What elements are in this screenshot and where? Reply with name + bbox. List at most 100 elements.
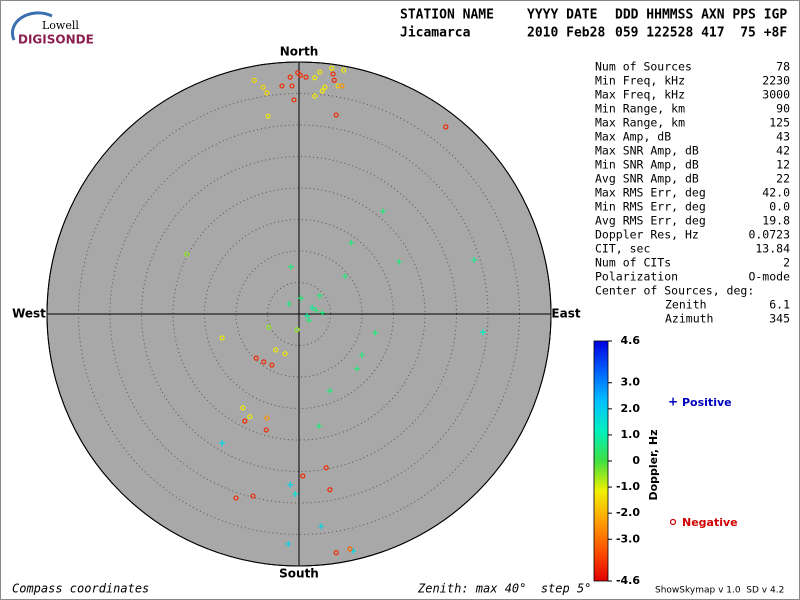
colorbar-tick-label: -3.0 xyxy=(616,532,640,545)
source-positive xyxy=(379,208,386,215)
header-col: YYYY DATE xyxy=(527,8,597,23)
source-negative xyxy=(297,72,303,78)
stat-label: CIT, sec xyxy=(595,242,650,256)
source-negative xyxy=(317,69,323,75)
dir-label: East xyxy=(551,307,580,321)
source-negative xyxy=(443,124,449,130)
source-negative xyxy=(261,359,267,365)
source-positive xyxy=(396,258,403,265)
stat-label: Max Freq, kHz xyxy=(595,88,685,102)
logo-bottom: DIGISONDE xyxy=(18,33,94,47)
source-negative xyxy=(319,88,325,94)
source-negative xyxy=(240,405,246,411)
header-val: 059 122528 417 75 +8F xyxy=(615,26,787,41)
stat-label: Min Freq, kHz xyxy=(595,74,685,88)
center-title: Center of Sources, deg: xyxy=(595,284,754,298)
logo-top: Lowell xyxy=(42,19,79,32)
source-positive xyxy=(304,312,311,319)
source-positive xyxy=(348,239,355,246)
colorbar-tick-label: 3.0 xyxy=(621,376,641,389)
stat-label: Max Amp, dB xyxy=(595,130,671,144)
source-negative xyxy=(263,427,269,433)
legend-marker: + xyxy=(668,395,678,409)
source-negative xyxy=(266,324,272,330)
source-positive xyxy=(316,292,323,299)
stat-value: O-mode xyxy=(748,270,790,284)
source-negative xyxy=(184,251,190,257)
footer-right: ShowSkymap v 1.0 SD v 4.2 xyxy=(655,586,784,596)
dir-label: South xyxy=(279,567,319,581)
legend-label: Negative xyxy=(682,516,738,529)
legend-marker xyxy=(669,518,677,526)
source-negative xyxy=(287,74,293,80)
stat-value: 19.8 xyxy=(762,214,790,228)
source-positive xyxy=(479,329,486,336)
source-negative xyxy=(300,473,306,479)
source-negative xyxy=(264,415,270,421)
source-negative xyxy=(282,351,288,357)
source-negative xyxy=(253,355,259,361)
colorbar-tick-label: -4.6 xyxy=(616,574,640,587)
source-negative xyxy=(269,362,275,368)
source-positive xyxy=(285,540,292,547)
source-positive xyxy=(319,309,326,316)
stat-label: Min SNR Amp, dB xyxy=(595,158,699,172)
source-negative xyxy=(339,83,345,89)
source-negative xyxy=(347,546,353,552)
stat-label: Doppler Res, Hz xyxy=(595,228,699,242)
source-positive xyxy=(316,423,323,430)
stat-value: 22 xyxy=(776,172,790,186)
source-negative xyxy=(260,84,266,90)
source-negative xyxy=(279,83,285,89)
stat-value: 125 xyxy=(769,116,790,130)
source-positive xyxy=(219,440,226,447)
source-negative xyxy=(289,83,295,89)
stat-value: 3000 xyxy=(762,88,790,102)
stat-label: Max SNR Amp, dB xyxy=(595,144,699,158)
source-positive xyxy=(341,273,348,280)
stat-value: 42 xyxy=(776,144,790,158)
source-negative xyxy=(294,327,300,333)
stat-label: Polarization xyxy=(595,270,678,284)
stat-value: 43 xyxy=(776,130,790,144)
source-negative xyxy=(273,347,279,353)
colorbar-label: Doppler, Hz xyxy=(647,429,660,500)
source-positive xyxy=(353,365,360,372)
source-positive xyxy=(372,329,379,336)
colorbar-tick-label: 1.0 xyxy=(621,428,641,441)
stat-value: 90 xyxy=(776,102,790,116)
source-negative xyxy=(303,74,309,80)
center-label: Zenith xyxy=(665,298,707,312)
source-positive xyxy=(318,523,325,530)
source-negative xyxy=(251,77,257,83)
source-positive xyxy=(309,304,316,311)
colorbar xyxy=(593,340,609,582)
source-negative xyxy=(312,93,318,99)
source-positive xyxy=(471,256,478,263)
footer-middle: Zenith: max 40° step 5° xyxy=(417,582,591,596)
stat-value: 42.0 xyxy=(762,186,790,200)
source-negative xyxy=(330,71,336,77)
source-negative xyxy=(333,550,339,556)
source-negative xyxy=(291,97,297,103)
header-col: DDD HHMMSS AXN PPS IGP xyxy=(615,8,787,23)
source-negative xyxy=(247,414,253,420)
header-val: 2010 Feb28 xyxy=(527,26,605,41)
source-positive xyxy=(292,491,299,498)
stat-value: 13.84 xyxy=(755,242,790,256)
stat-value: 2 xyxy=(783,256,790,270)
source-negative xyxy=(333,112,339,118)
source-negative xyxy=(322,84,328,90)
source-positive xyxy=(326,387,333,394)
colorbar-tick-label: 2.0 xyxy=(621,402,641,415)
source-negative xyxy=(233,495,239,501)
colorbar-tick-label: -2.0 xyxy=(616,506,640,519)
stat-label: Max RMS Err, deg xyxy=(595,186,706,200)
center-value: 6.1 xyxy=(769,298,790,312)
stat-label: Avg RMS Err, deg xyxy=(595,214,706,228)
source-positive xyxy=(297,295,304,302)
source-negative xyxy=(341,67,347,73)
header-col: STATION NAME xyxy=(400,8,494,23)
source-negative xyxy=(327,487,333,493)
